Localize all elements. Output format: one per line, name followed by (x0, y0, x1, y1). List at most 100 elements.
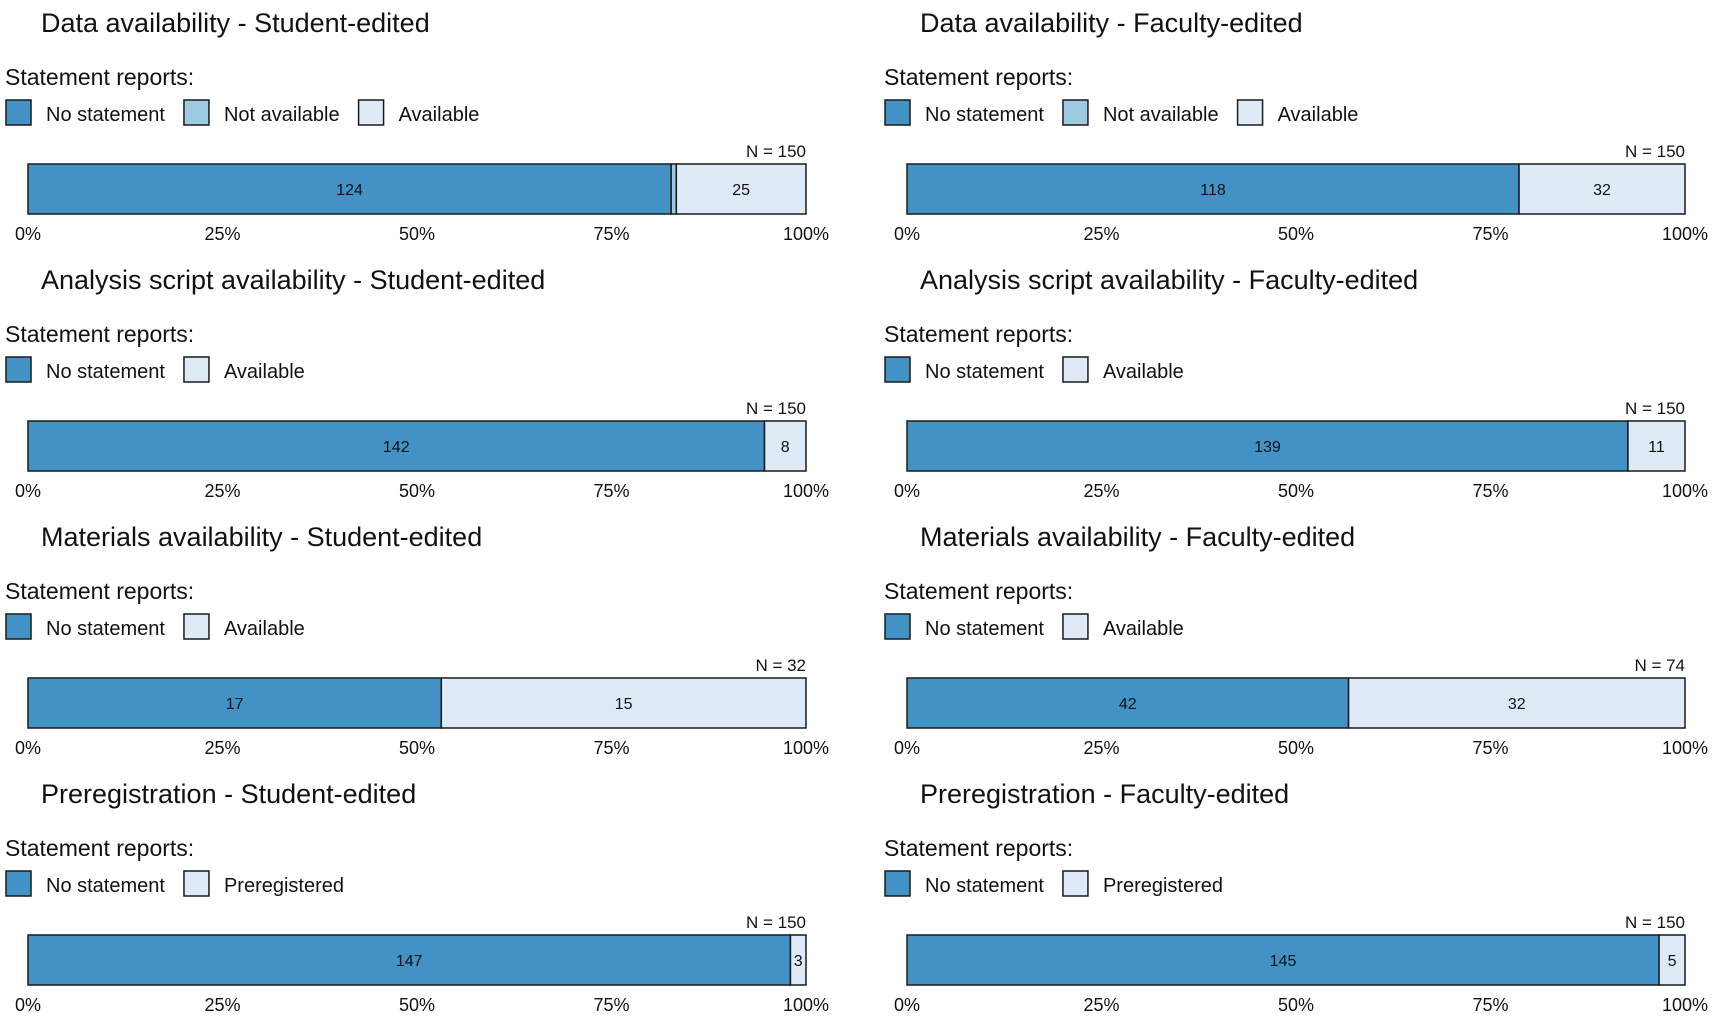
legend-label: No statement (46, 875, 165, 897)
chart-panel: Data availability - Student-edited Statem… (5, 8, 829, 244)
chart-title: Data availability - Student-edited (41, 8, 430, 38)
x-tick-label: 100% (783, 738, 829, 758)
legend-label: Available (224, 361, 305, 383)
x-tick-label: 50% (399, 738, 435, 758)
bar-segment (906, 420, 1629, 472)
bar-segment (27, 677, 443, 729)
bar-value-label: 124 (336, 182, 363, 199)
bar-segment (1627, 420, 1686, 472)
legend-label: Available (1278, 104, 1359, 126)
x-tick-label: 0% (15, 995, 41, 1015)
legend-key (884, 870, 911, 897)
chart-panel: Data availability - Faculty-edited Statem… (884, 8, 1708, 244)
x-tick-label: 25% (1083, 481, 1119, 501)
x-tick-label: 75% (1472, 481, 1508, 501)
legend-label: No statement (46, 361, 165, 383)
legend-label: Available (1103, 618, 1184, 640)
chart-panel: Analysis script availability - Student-e… (5, 265, 829, 501)
legend-label: No statement (925, 875, 1044, 897)
x-tick-label: 25% (204, 481, 240, 501)
chart-title: Materials availability - Student-edited (41, 522, 482, 552)
chart-title: Materials availability - Faculty-edited (920, 522, 1355, 552)
legend-label: Available (1103, 361, 1184, 383)
bar-value-label: 3 (794, 953, 803, 970)
bar-value-label: 139 (1254, 439, 1281, 456)
legend-heading: Statement reports: (5, 835, 194, 861)
x-tick-label: 0% (894, 481, 920, 501)
legend-key (1062, 613, 1089, 640)
x-tick-label: 25% (204, 738, 240, 758)
x-tick-label: 25% (1083, 224, 1119, 244)
bar-value-label: 147 (396, 953, 423, 970)
bar-segment (906, 934, 1660, 986)
bar-segment (1658, 934, 1686, 986)
x-tick-label: 100% (1662, 738, 1708, 758)
x-tick-label: 25% (204, 995, 240, 1015)
x-tick-label: 50% (1278, 995, 1314, 1015)
x-tick-label: 100% (1662, 995, 1708, 1015)
legend-label: No statement (46, 618, 165, 640)
legend-key (884, 613, 911, 640)
bar-segment (675, 163, 807, 215)
legend-heading: Statement reports: (5, 578, 194, 604)
n-label: N = 150 (746, 913, 806, 932)
x-tick-label: 50% (1278, 738, 1314, 758)
n-label: N = 150 (1625, 913, 1685, 932)
x-tick-label: 0% (15, 224, 41, 244)
legend-key (5, 99, 32, 126)
bar-value-label: 5 (1668, 953, 1677, 970)
legend-heading: Statement reports: (5, 321, 194, 347)
bar-value-label: 15 (615, 696, 633, 713)
bar-value-label: 32 (1593, 182, 1611, 199)
legend-label: Not available (224, 104, 340, 126)
x-tick-label: 75% (593, 224, 629, 244)
n-label: N = 150 (1625, 142, 1685, 161)
chart-title: Preregistration - Faculty-edited (920, 779, 1289, 809)
chart-title: Preregistration - Student-edited (41, 779, 416, 809)
legend-heading: Statement reports: (884, 835, 1073, 861)
bar-segment (789, 934, 807, 986)
bar-segment (27, 163, 672, 215)
legend-label: Available (399, 104, 480, 126)
x-tick-label: 100% (783, 995, 829, 1015)
legend-label: Not available (1103, 104, 1219, 126)
n-label: N = 74 (1634, 656, 1685, 675)
legend-key (5, 613, 32, 640)
x-tick-label: 100% (1662, 224, 1708, 244)
chart-title: Analysis script availability - Faculty-e… (920, 265, 1418, 295)
bar-value-label: 32 (1508, 696, 1526, 713)
chart-panel: Analysis script availability - Faculty-e… (884, 265, 1708, 501)
legend-key (5, 356, 32, 383)
legend-key (183, 870, 210, 897)
legend-label: Preregistered (224, 875, 344, 897)
legend-heading: Statement reports: (5, 64, 194, 90)
legend-label: No statement (925, 104, 1044, 126)
chart-panel: Materials availability - Student-edited S… (5, 522, 829, 758)
legend-key (1062, 99, 1089, 126)
bar-value-label: 25 (732, 182, 750, 199)
bar-value-label: 11 (1648, 439, 1665, 456)
x-tick-label: 0% (894, 995, 920, 1015)
legend-label: Available (224, 618, 305, 640)
x-tick-label: 25% (1083, 995, 1119, 1015)
x-tick-label: 25% (204, 224, 240, 244)
legend-label: No statement (925, 361, 1044, 383)
legend-key (357, 99, 385, 126)
bar-value-label: 145 (1270, 953, 1297, 970)
x-tick-label: 75% (593, 995, 629, 1015)
legend-key (183, 356, 210, 383)
x-tick-label: 75% (593, 738, 629, 758)
n-label: N = 32 (755, 656, 806, 675)
x-tick-label: 50% (399, 995, 435, 1015)
chart-panel: Preregistration - Faculty-edited Statemen… (884, 779, 1708, 1015)
legend-key (5, 870, 32, 897)
x-tick-label: 75% (593, 481, 629, 501)
bar-segment (670, 163, 678, 215)
legend-heading: Statement reports: (884, 321, 1073, 347)
x-tick-label: 25% (1083, 738, 1119, 758)
bar-segment (27, 934, 792, 986)
legend-key (884, 99, 911, 126)
x-tick-label: 75% (1472, 995, 1508, 1015)
chart-title: Data availability - Faculty-edited (920, 8, 1303, 38)
